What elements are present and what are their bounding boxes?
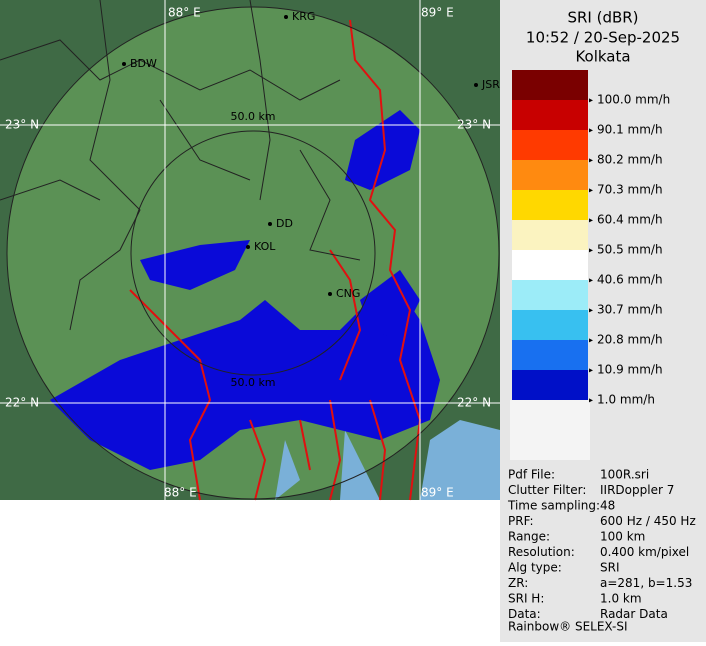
legend-arrow: ▸ [589,126,593,135]
place-dot [246,245,250,249]
boundaries [0,0,500,500]
grid-label: 89° E [421,6,454,20]
legend-label: 90.1 mm/h [597,123,663,137]
title: SRI (dBR) [567,9,638,27]
legend-label: 10.9 mm/h [597,363,663,377]
legend-label: 70.3 mm/h [597,183,663,197]
legend-empty [510,400,590,460]
grid-label: 88° E [168,6,201,20]
legend-label: 80.2 mm/h [597,153,663,167]
place-dot [474,83,478,87]
footer: Rainbow® SELEX-SI [508,620,628,634]
info-key: Pdf File: [508,468,555,482]
place-label: CNG [336,287,360,300]
info-value: 0.400 km/pixel [600,545,689,559]
grid-label: 89° E [421,486,454,500]
info-value: 100R.sri [600,468,649,482]
legend-label: 20.8 mm/h [597,333,663,347]
legend-arrow: ▸ [589,276,593,285]
range-label: 50.0 km [230,110,275,123]
legend-swatch [512,310,588,340]
legend-swatch [512,130,588,160]
legend-label: 30.7 mm/h [597,303,663,317]
rivers [129,19,422,501]
legend-swatch [512,340,588,370]
grid-label: 88° E [164,486,197,500]
legend-swatch [512,370,588,400]
range-label: 50.0 km [230,376,275,389]
legend-label: 50.5 mm/h [597,243,663,257]
grid-label: 22° N [457,396,491,410]
info-value: 600 Hz / 450 Hz [600,514,696,528]
info-value: 1.0 km [600,592,642,606]
grid-label: 23° N [457,118,491,132]
place-dot [328,292,332,296]
sea [275,420,500,500]
place-label: BDW [130,57,157,70]
legend-arrow: ▸ [589,396,593,405]
legend-swatch [512,100,588,130]
graticule [0,0,500,500]
legend-swatch [512,190,588,220]
legend-swatch [512,250,588,280]
place-label: DD [276,217,293,230]
info-key: PRF: [508,514,534,528]
info-key: Resolution: [508,545,575,559]
grid-label: 22° N [5,396,39,410]
info-value: IIRDoppler 7 [600,483,674,497]
legend-swatch [512,160,588,190]
info-key: Alg type: [508,561,562,575]
info-value: SRI [600,561,620,575]
info-key: Data: [508,607,541,621]
info-key: SRI H: [508,592,544,606]
legend-arrow: ▸ [589,246,593,255]
info-value: 100 km [600,530,645,544]
place-dot [284,15,288,19]
info-key: Range: [508,530,550,544]
grid-label: 23° N [5,118,39,132]
legend-swatch [512,280,588,310]
legend-label: 60.4 mm/h [597,213,663,227]
legend-arrow: ▸ [589,216,593,225]
place-label: JSR [481,78,500,91]
legend-arrow: ▸ [589,366,593,375]
legend-label: 40.6 mm/h [597,273,663,287]
legend-label: 1.0 mm/h [597,393,655,407]
legend-swatch [512,70,588,100]
legend-swatch [512,220,588,250]
legend-arrow: ▸ [589,96,593,105]
time: 10:52 / 20-Sep-2025 [526,29,680,47]
info-value: 48 [600,499,615,513]
place-label: KOL [254,240,276,253]
station: Kolkata [575,48,630,66]
info-key: Time sampling: [507,499,600,513]
legend-arrow: ▸ [589,186,593,195]
info-key: ZR: [508,576,528,590]
legend-label: 100.0 mm/h [597,93,670,107]
rain-echoes [50,110,440,470]
info-value: a=281, b=1.53 [600,576,692,590]
legend-arrow: ▸ [589,306,593,315]
info-key: Clutter Filter: [508,483,586,497]
legend-arrow: ▸ [589,156,593,165]
place-dot [122,62,126,66]
legend-arrow: ▸ [589,336,593,345]
place-dot [268,222,272,226]
place-label: KRG [292,10,315,23]
info-value: Radar Data [600,607,668,621]
